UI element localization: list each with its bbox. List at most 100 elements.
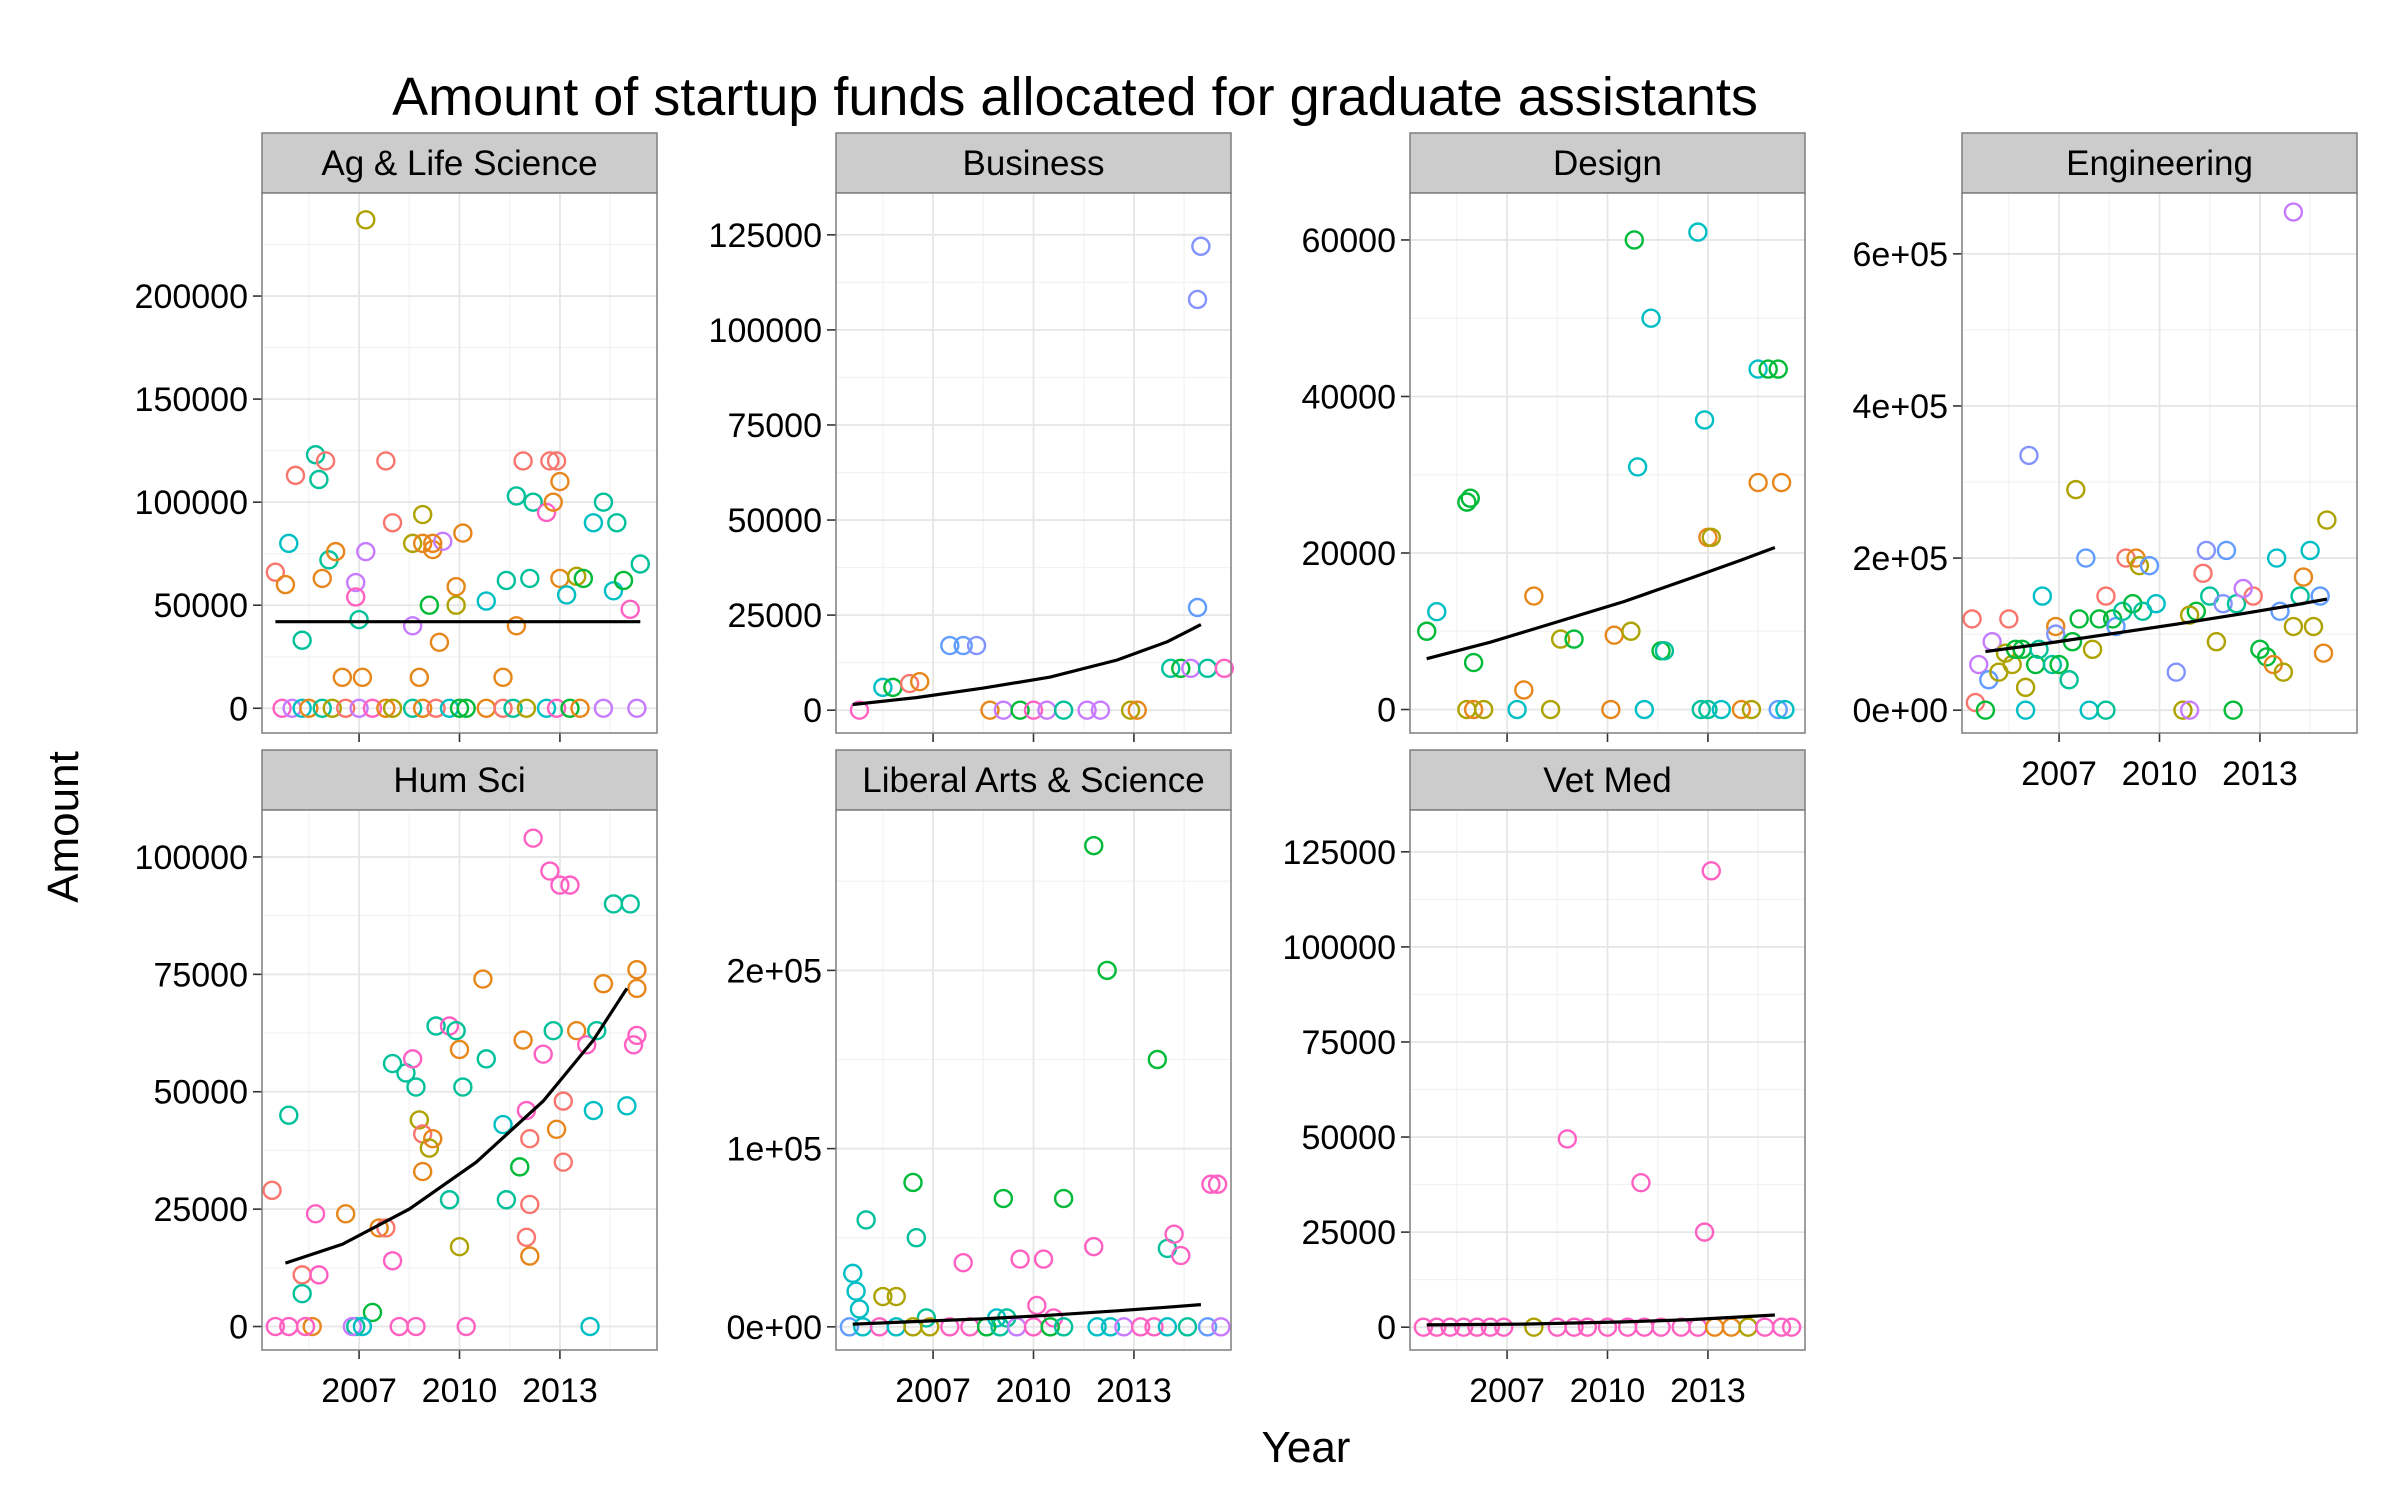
- data-point: [2216, 540, 2237, 561]
- data-point: [2089, 609, 2109, 629]
- data-point: [1171, 1245, 1191, 1266]
- data-point: [1771, 472, 1792, 493]
- data-point: [1480, 1317, 1501, 1337]
- data-point: [446, 1020, 466, 1041]
- data-point: [953, 635, 973, 656]
- data-point: [513, 451, 533, 471]
- data-point: [2266, 548, 2287, 568]
- data-point: [2015, 700, 2036, 720]
- data-point: [1077, 700, 1097, 720]
- data-point: [312, 568, 332, 589]
- data-point: [446, 595, 466, 615]
- data-point: [1651, 1317, 1671, 1337]
- facet-border: [261, 809, 658, 1351]
- data-point: [473, 969, 493, 989]
- data-point: [556, 585, 577, 605]
- data-point: [620, 894, 640, 914]
- x-tick-label: 2010: [996, 1372, 1072, 1410]
- data-point: [593, 492, 614, 512]
- data-point: [325, 541, 346, 562]
- data-point: [899, 673, 920, 694]
- data-point: [376, 1218, 396, 1238]
- data-point: [536, 502, 557, 523]
- data-point: [412, 504, 433, 525]
- y-tick-label: 25000: [153, 1191, 248, 1229]
- data-point: [279, 1105, 299, 1125]
- data-point: [292, 698, 312, 718]
- data-point: [573, 568, 594, 589]
- data-point: [627, 959, 647, 980]
- data-point: [540, 861, 560, 881]
- data-point: [1701, 861, 1721, 881]
- data-point: [433, 531, 453, 552]
- data-point: [587, 1020, 607, 1041]
- data-point: [906, 1228, 927, 1248]
- data-point: [1033, 1249, 1054, 1269]
- data-point: [1084, 1236, 1104, 1257]
- data-point: [295, 1316, 316, 1337]
- data-point: [1999, 609, 2019, 629]
- data-point: [920, 1317, 940, 1337]
- data-point: [2019, 445, 2039, 466]
- data-point: [2206, 632, 2227, 652]
- data-point: [279, 533, 299, 554]
- data-point: [2049, 654, 2069, 675]
- data-point: [543, 1020, 563, 1041]
- data-point: [2082, 639, 2103, 660]
- data-point: [1540, 699, 1561, 720]
- data-point: [1214, 658, 1235, 679]
- facet-strip-label: Hum Sci: [393, 761, 525, 800]
- y-tick-label: 100000: [709, 312, 822, 350]
- data-point: [382, 1251, 403, 1271]
- y-tick-label: 75000: [727, 407, 822, 445]
- data-point: [1144, 1317, 1164, 1337]
- y-tick-label: 40000: [1301, 378, 1396, 416]
- x-tick-label: 2007: [1469, 1372, 1545, 1410]
- y-tick-label: 25000: [1301, 1214, 1396, 1252]
- data-point: [520, 568, 540, 589]
- data-point: [1053, 1317, 1074, 1337]
- y-tick-label: 100000: [135, 839, 248, 877]
- data-point: [456, 1316, 476, 1337]
- data-point: [2313, 643, 2334, 663]
- data-point: [439, 1190, 460, 1210]
- y-tick-label: 50000: [1301, 1119, 1396, 1157]
- data-point: [2129, 555, 2150, 576]
- data-point: [2046, 616, 2066, 637]
- facet-panel: Engineering 0e+00 2e+05 4e+05 6e+05 2007 2010 2…: [1853, 132, 2358, 793]
- data-point: [1731, 699, 1752, 720]
- data-point: [543, 492, 563, 512]
- data-point: [1577, 1317, 1598, 1337]
- data-point: [1187, 597, 1208, 618]
- data-point: [617, 1096, 637, 1116]
- facet-strip: [835, 132, 1232, 194]
- data-point: [1023, 700, 1044, 720]
- data-point: [550, 471, 570, 492]
- data-point: [1597, 1317, 1618, 1337]
- data-point: [953, 1252, 973, 1273]
- y-tick-label: 0: [1377, 692, 1396, 730]
- data-point: [496, 1190, 517, 1210]
- data-point: [1211, 1317, 1231, 1337]
- data-point: [1187, 289, 1208, 310]
- data-point: [312, 698, 332, 718]
- data-point: [2193, 563, 2213, 583]
- data-point: [1741, 699, 1762, 720]
- x-tick-label: 2013: [1096, 1372, 1172, 1410]
- data-point: [1601, 699, 1621, 720]
- data-point: [2310, 586, 2330, 606]
- data-point: [520, 1194, 540, 1215]
- data-point: [560, 875, 580, 895]
- data-point: [2213, 594, 2233, 614]
- data-point: [630, 554, 650, 574]
- data-point: [553, 1152, 573, 1172]
- trend-line: [1426, 546, 1776, 661]
- data-point: [1775, 699, 1795, 720]
- data-point: [2273, 662, 2294, 682]
- data-point: [1100, 1317, 1121, 1337]
- y-tick-label: 50000: [727, 502, 822, 540]
- data-point: [376, 698, 396, 718]
- data-point: [2146, 594, 2166, 614]
- x-tick-label: 2013: [2222, 755, 2298, 793]
